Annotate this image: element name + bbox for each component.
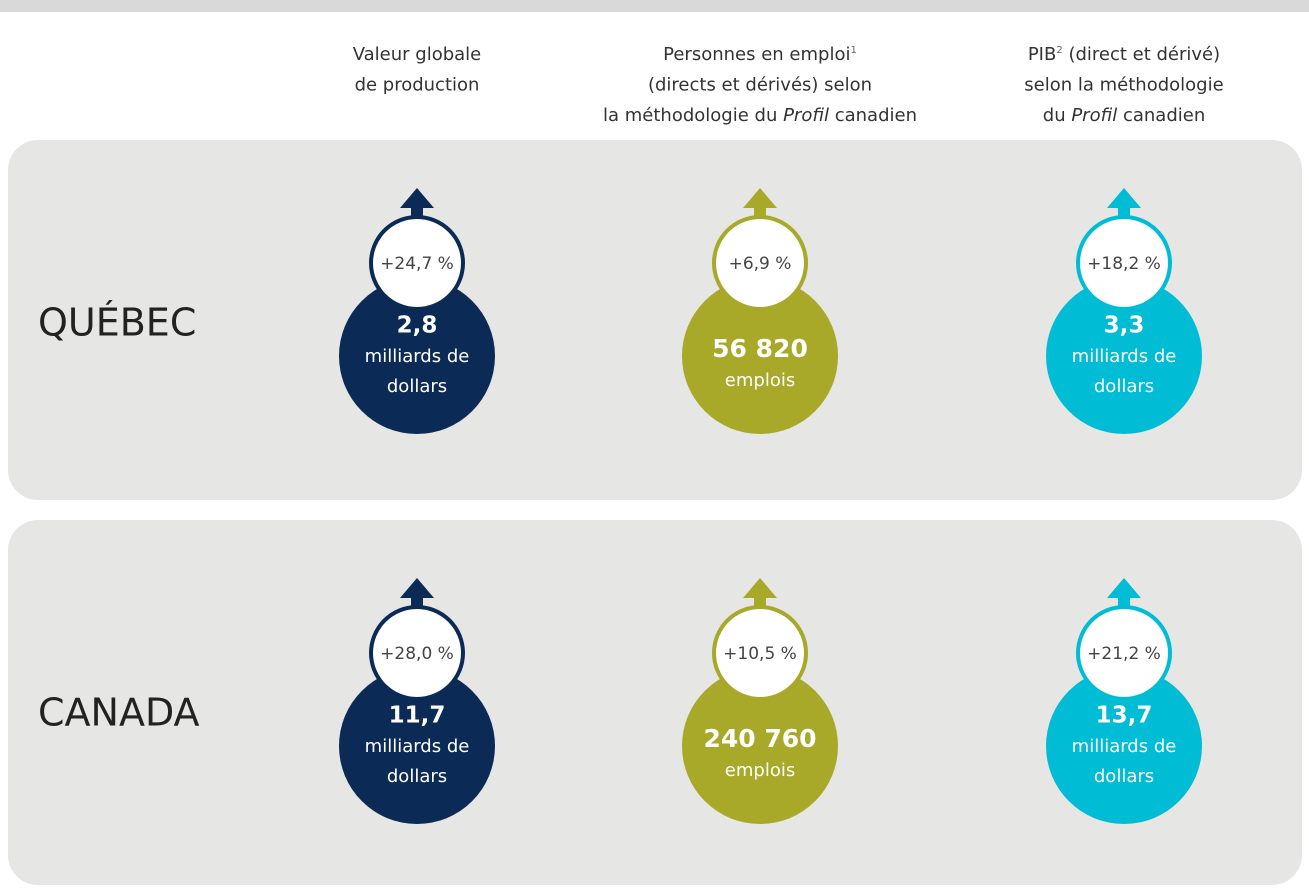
- change-label: +18,2 %: [1087, 254, 1161, 274]
- change-label: +21,2 %: [1087, 644, 1161, 664]
- column-header-line: la méthodologie du Profil canadien: [603, 105, 917, 126]
- row-label: CANADA: [38, 691, 200, 735]
- header-segment: 1: [850, 45, 856, 56]
- header-segment: de production: [355, 75, 480, 96]
- value-label: 2,8: [397, 313, 438, 339]
- header-segment: Valeur globale: [353, 44, 482, 65]
- header-segment: PIB: [1028, 44, 1057, 65]
- value-circle: [339, 668, 495, 824]
- value-circle: [682, 278, 838, 434]
- value-label: 13,7: [1096, 703, 1153, 729]
- column-header-line: de production: [355, 75, 480, 96]
- arrow-head: [743, 188, 777, 208]
- change-circle: [1076, 215, 1172, 311]
- column-header-line: Valeur globale: [353, 44, 482, 65]
- header-segment: la méthodologie du: [603, 105, 783, 126]
- unit-label: dollars: [1094, 766, 1154, 787]
- arrow-head: [400, 188, 434, 208]
- unit-label: dollars: [1094, 376, 1154, 397]
- arrow-head: [1107, 578, 1141, 598]
- header-segment: (direct et dérivé): [1063, 44, 1220, 65]
- unit-label: emplois: [725, 760, 795, 781]
- header-segment: Personnes en emploi: [663, 44, 850, 65]
- column-header-line: selon la méthodologie: [1024, 75, 1223, 96]
- header-segment: Profil: [1071, 105, 1117, 126]
- value-label: 240 760: [703, 724, 816, 753]
- value-circle: [1046, 278, 1202, 434]
- unit-label: dollars: [387, 376, 447, 397]
- value-circle: [682, 668, 838, 824]
- top-bar: [0, 0, 1309, 12]
- row-label: QUÉBEC: [38, 301, 196, 345]
- unit-label: emplois: [725, 370, 795, 391]
- change-circle: [1076, 605, 1172, 701]
- change-circle: [369, 605, 465, 701]
- row-panel: [8, 520, 1302, 885]
- value-label: 3,3: [1104, 313, 1145, 339]
- change-circle: [369, 215, 465, 311]
- arrow-head: [743, 578, 777, 598]
- value-circle: [339, 278, 495, 434]
- header-segment: du: [1043, 105, 1072, 126]
- header-segment: Profil: [783, 105, 829, 126]
- unit-label: milliards de: [1072, 346, 1177, 367]
- unit-label: dollars: [387, 766, 447, 787]
- column-header-line: Personnes en emploi1: [663, 44, 857, 65]
- change-label: +24,7 %: [380, 254, 454, 274]
- change-label: +28,0 %: [380, 644, 454, 664]
- header-segment: canadien: [829, 105, 917, 126]
- row-panel: [8, 140, 1302, 500]
- value-circle: [1046, 668, 1202, 824]
- header-segment: 2: [1056, 45, 1062, 56]
- unit-label: milliards de: [365, 736, 470, 757]
- header-segment: selon la méthodologie: [1024, 75, 1223, 96]
- change-label: +6,9 %: [729, 254, 792, 274]
- column-header-line: du Profil canadien: [1043, 105, 1205, 126]
- unit-label: milliards de: [1072, 736, 1177, 757]
- column-header-line: (directs et dérivés) selon: [648, 75, 872, 96]
- value-label: 11,7: [389, 703, 446, 729]
- change-label: +10,5 %: [723, 644, 797, 664]
- arrow-head: [1107, 188, 1141, 208]
- change-circle: [712, 215, 808, 311]
- column-header-line: PIB2 (direct et dérivé): [1028, 44, 1220, 65]
- arrow-head: [400, 578, 434, 598]
- header-segment: canadien: [1117, 105, 1205, 126]
- change-circle: [712, 605, 808, 701]
- header-segment: (directs et dérivés) selon: [648, 75, 872, 96]
- unit-label: milliards de: [365, 346, 470, 367]
- value-label: 56 820: [712, 334, 808, 363]
